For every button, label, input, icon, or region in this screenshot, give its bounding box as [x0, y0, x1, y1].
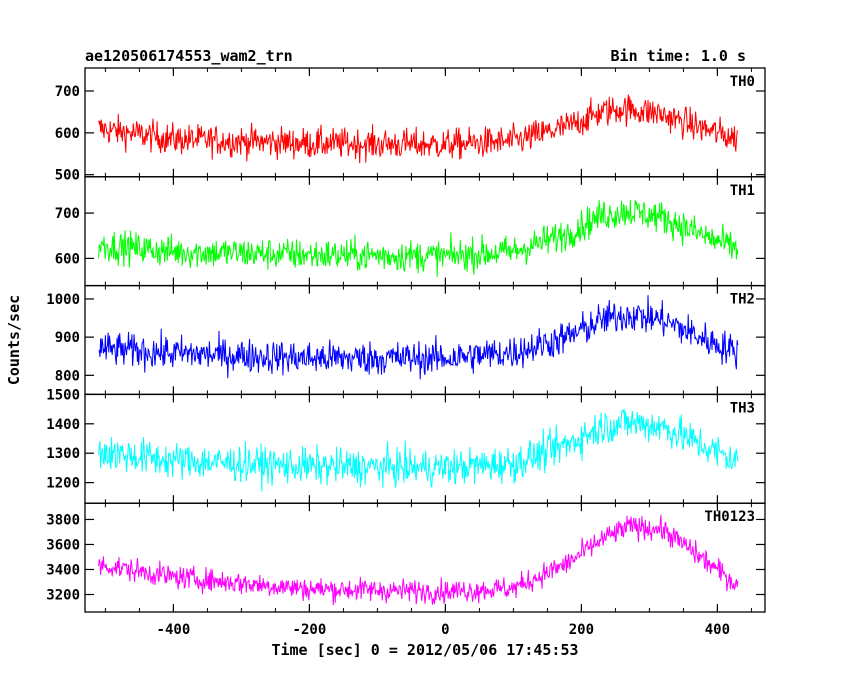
y-tick-label: 1200 [46, 476, 80, 492]
series-line-th1 [98, 199, 739, 278]
panels-group: TH0 500 600 700 TH1 600 700 TH2 800 900 1000 TH3 120… [46, 67, 766, 638]
y-tick-label: 1500 [46, 387, 80, 403]
y-tick-label: 700 [55, 206, 80, 222]
y-tick-label: 800 [55, 368, 80, 384]
panel-frame [84, 502, 766, 613]
series-line-th2 [98, 295, 739, 380]
panel-frame [84, 176, 766, 287]
y-tick-label: 900 [55, 330, 80, 346]
y-tick-label: 3800 [46, 512, 80, 528]
x-tick-label: 0 [441, 622, 449, 638]
y-tick-label: 700 [55, 84, 80, 100]
series-line-th3 [98, 408, 739, 492]
y-tick-label: 600 [55, 251, 80, 267]
y-axis-label: Counts/sec [5, 295, 23, 385]
y-tick-label: 3200 [46, 587, 80, 603]
y-tick-label: 3400 [46, 562, 80, 578]
series-line-th0123 [98, 514, 739, 606]
series-label: TH0123 [704, 509, 755, 525]
chart-title-left: ae120506174553_wam2_trn [85, 47, 293, 65]
panel-frame [84, 284, 766, 396]
series-line-th0 [98, 94, 739, 164]
series-label: TH1 [730, 183, 755, 199]
y-tick-label: 600 [55, 126, 80, 142]
y-tick-label: 1000 [46, 292, 80, 308]
panel-frame [84, 67, 766, 178]
y-tick-label: 3600 [46, 537, 80, 553]
x-tick-label: -400 [157, 622, 191, 638]
x-tick-label: 200 [569, 622, 594, 638]
x-tick-label: 400 [705, 622, 730, 638]
y-tick-label: 500 [55, 168, 80, 184]
series-label: TH0 [730, 74, 755, 90]
series-label: TH3 [730, 400, 755, 416]
panel-frame [84, 393, 766, 504]
y-tick-label: 1400 [46, 417, 80, 433]
x-axis-label: Time [sec] 0 = 2012/05/06 17:45:53 [271, 641, 578, 659]
y-tick-label: 1300 [46, 446, 80, 462]
x-tick-label: -200 [293, 622, 327, 638]
chart-title-right: Bin time: 1.0 s [611, 47, 746, 65]
series-label: TH2 [730, 292, 755, 308]
